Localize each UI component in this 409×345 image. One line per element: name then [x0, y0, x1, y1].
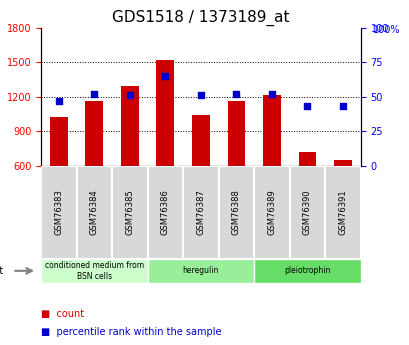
FancyBboxPatch shape [76, 166, 112, 259]
Text: GSM76385: GSM76385 [125, 189, 134, 235]
FancyBboxPatch shape [324, 166, 360, 259]
Text: pleiotrophin: pleiotrophin [283, 266, 330, 275]
Bar [227, 101, 245, 166]
Point [197, 92, 204, 98]
Point [268, 91, 274, 97]
Bar [333, 160, 351, 166]
FancyBboxPatch shape [289, 166, 324, 259]
Title: GDS1518 / 1373189_at: GDS1518 / 1373189_at [112, 10, 289, 26]
Text: GSM76388: GSM76388 [231, 189, 240, 235]
Point [339, 104, 346, 109]
Text: GSM76384: GSM76384 [90, 189, 99, 235]
Bar [191, 115, 209, 166]
Text: GSM76391: GSM76391 [338, 189, 347, 235]
Text: heregulin: heregulin [182, 266, 218, 275]
Text: ■  percentile rank within the sample: ■ percentile rank within the sample [41, 327, 221, 337]
Bar [156, 60, 174, 166]
FancyBboxPatch shape [41, 259, 147, 283]
Bar [121, 86, 138, 166]
Text: GSM76390: GSM76390 [302, 189, 311, 235]
Point [162, 73, 168, 79]
Point [233, 91, 239, 97]
Y-axis label: 100%: 100% [372, 25, 399, 35]
FancyBboxPatch shape [254, 259, 360, 283]
FancyBboxPatch shape [218, 166, 254, 259]
FancyBboxPatch shape [41, 166, 76, 259]
Point [303, 104, 310, 109]
Bar [263, 95, 280, 166]
Text: ■  count: ■ count [41, 309, 84, 319]
Bar [85, 101, 103, 166]
Bar [298, 152, 316, 166]
Bar [50, 117, 67, 166]
Text: GSM76383: GSM76383 [54, 189, 63, 235]
Point [55, 98, 62, 104]
FancyBboxPatch shape [183, 166, 218, 259]
FancyBboxPatch shape [254, 166, 289, 259]
Point [126, 92, 133, 98]
FancyBboxPatch shape [147, 166, 183, 259]
FancyBboxPatch shape [147, 259, 254, 283]
Point [91, 91, 97, 97]
FancyBboxPatch shape [112, 166, 147, 259]
Text: agent: agent [0, 266, 4, 276]
Text: GSM76386: GSM76386 [160, 189, 169, 235]
Text: conditioned medium from
BSN cells: conditioned medium from BSN cells [45, 261, 144, 280]
Text: GSM76387: GSM76387 [196, 189, 205, 235]
Text: GSM76389: GSM76389 [267, 189, 276, 235]
